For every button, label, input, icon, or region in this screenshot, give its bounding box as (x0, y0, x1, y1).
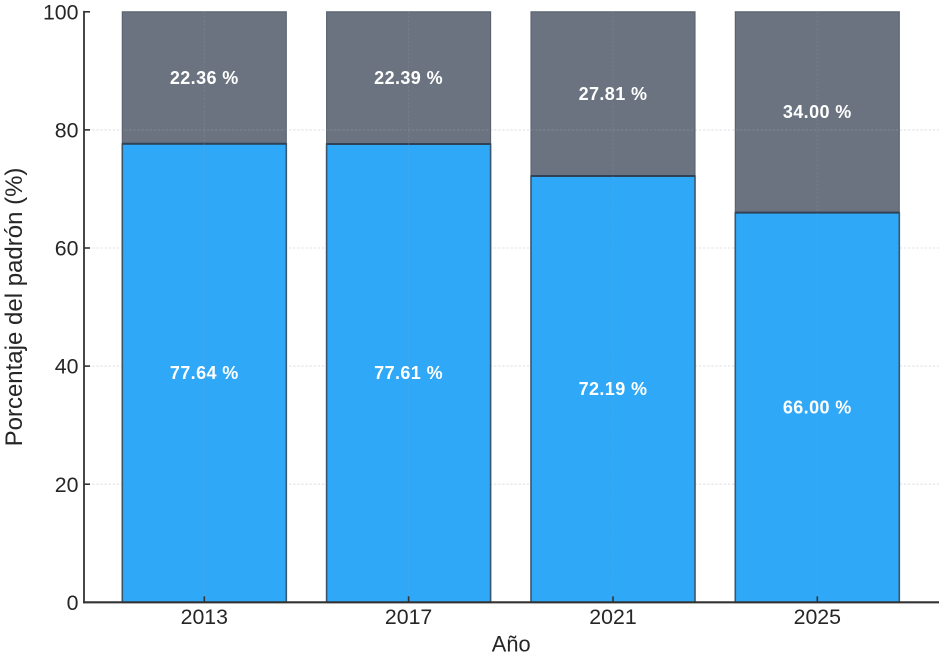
svg-text:Año: Año (492, 632, 531, 657)
svg-text:72.19 %: 72.19 % (579, 379, 648, 399)
svg-text:27.81 %: 27.81 % (579, 84, 648, 104)
svg-text:34.00 %: 34.00 % (783, 102, 852, 122)
svg-text:22.36 %: 22.36 % (170, 68, 239, 88)
svg-text:2025: 2025 (794, 605, 841, 629)
svg-text:77.61 %: 77.61 % (374, 363, 443, 383)
svg-text:100: 100 (43, 0, 79, 24)
svg-text:Porcentaje del padrón (%): Porcentaje del padrón (%) (1, 168, 28, 447)
svg-text:22.39 %: 22.39 % (374, 68, 443, 88)
svg-text:80: 80 (55, 119, 79, 143)
svg-text:60: 60 (55, 237, 79, 261)
svg-text:2013: 2013 (181, 605, 228, 629)
svg-text:66.00 %: 66.00 % (783, 397, 852, 417)
svg-text:0: 0 (67, 591, 79, 615)
svg-text:40: 40 (55, 355, 79, 379)
svg-text:20: 20 (55, 473, 79, 497)
svg-text:77.64 %: 77.64 % (170, 363, 239, 383)
svg-text:2021: 2021 (589, 605, 636, 629)
svg-text:2017: 2017 (385, 605, 432, 629)
